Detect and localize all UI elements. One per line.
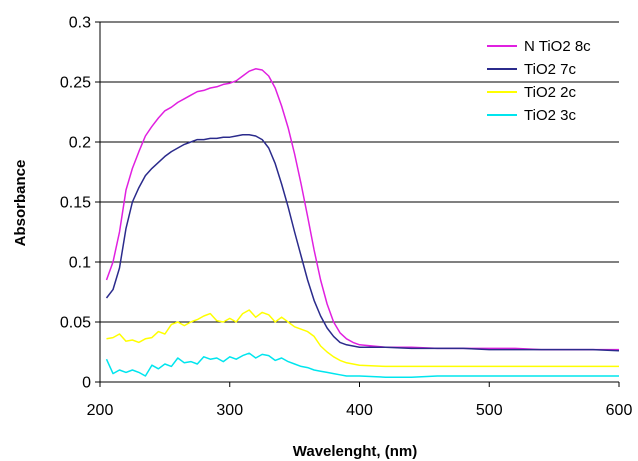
x-tick-label: 300	[216, 402, 243, 419]
y-tick-label: 0.1	[69, 255, 91, 272]
series-line-3	[106, 309, 619, 368]
series-line-1	[105, 68, 619, 351]
y-tick-label: 0.05	[60, 315, 91, 332]
legend-label-2: TiO2 7c	[524, 61, 576, 78]
series-line-2	[105, 134, 620, 352]
gridlines	[100, 21, 619, 323]
legend-label-4: TiO2 3c	[524, 107, 576, 124]
tick-labels: 0 0.05 0.1 0.15 0.2 0.25 0.3 200 300 400 500 600	[60, 15, 633, 420]
legend-label-1: N TiO2 8c	[524, 38, 591, 55]
y-tick-label: 0.3	[69, 15, 91, 32]
y-axis-title: Absorbance	[12, 160, 29, 247]
x-tick-label: 600	[606, 402, 633, 419]
y-tick-label: 0.15	[60, 195, 91, 212]
x-tick-label: 200	[87, 402, 114, 419]
x-tick-label: 400	[346, 402, 373, 419]
x-tick-label: 500	[476, 402, 503, 419]
y-tick-label: 0.25	[60, 75, 91, 92]
axes	[95, 21, 620, 387]
series-line-4	[105, 352, 619, 378]
legend: N TiO2 8c TiO2 7c TiO2 2c TiO2 3c	[487, 38, 591, 124]
y-tick-label: 0.2	[69, 135, 91, 152]
legend-label-3: TiO2 2c	[524, 84, 576, 101]
series-lines	[105, 68, 620, 378]
y-tick-label: 0	[82, 375, 91, 392]
x-axis-title: Wavelenght, (nm)	[293, 443, 417, 460]
